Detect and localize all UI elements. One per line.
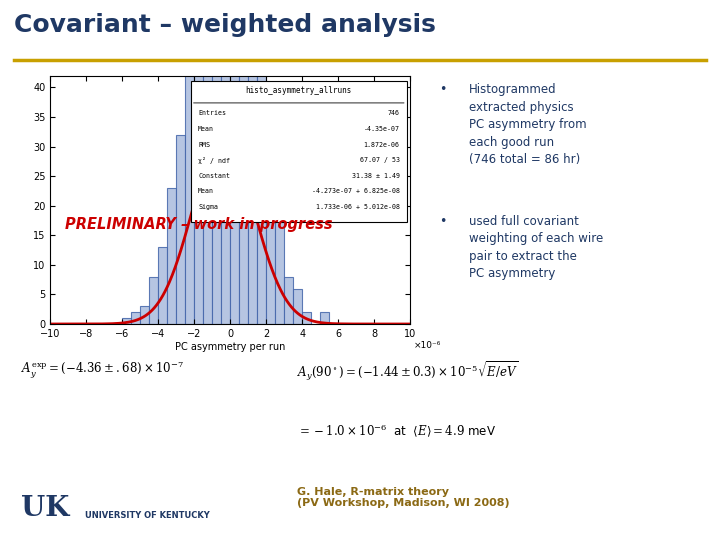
Bar [158,247,167,324]
Bar [294,288,302,324]
Bar [302,312,311,324]
Bar [122,318,132,324]
Text: χ² / ndf: χ² / ndf [198,157,230,164]
X-axis label: PC asymmetry per run: PC asymmetry per run [175,342,286,352]
Bar [258,40,266,324]
Text: 67.07 / 53: 67.07 / 53 [359,157,400,163]
Text: Sigma: Sigma [198,204,218,210]
Text: Constant: Constant [198,173,230,179]
Bar [275,212,284,324]
Bar [239,0,248,324]
Bar [222,0,230,324]
FancyBboxPatch shape [191,80,407,222]
Text: -4.273e-07 + 6.825e-08: -4.273e-07 + 6.825e-08 [312,188,400,194]
Text: used full covariant
weighting of each wire
pair to extract the
PC asymmetry: used full covariant weighting of each wi… [469,215,603,280]
Text: Entries: Entries [198,110,226,117]
Text: •: • [439,215,447,228]
Bar [176,135,186,324]
Bar [266,176,275,324]
Text: histo_asymmetry_allruns: histo_asymmetry_allruns [246,85,352,94]
Text: $A_y(90^\circ)  =  (-1.44 \pm 0.3) \times 10^{-5}\sqrt{E/eV}$: $A_y(90^\circ) = (-1.44 \pm 0.3) \times … [297,360,518,383]
Bar [150,276,158,324]
Text: G. Hale, R-matrix theory
(PV Workshop, Madison, WI 2008): G. Hale, R-matrix theory (PV Workshop, M… [297,487,509,508]
Bar [230,0,239,324]
Text: 31.38 ± 1.49: 31.38 ± 1.49 [351,173,400,179]
Text: 746: 746 [387,110,400,117]
Text: 1.872e-06: 1.872e-06 [364,141,400,147]
Bar [140,306,150,324]
Bar [212,0,222,324]
Text: PRELIMINARY – work in progress: PRELIMINARY – work in progress [65,217,333,232]
Bar [284,276,294,324]
Bar [194,0,204,324]
Text: -4.35e-07: -4.35e-07 [364,126,400,132]
Bar [167,188,176,324]
Text: Covariant – weighted analysis: Covariant – weighted analysis [14,13,436,37]
Bar [132,312,140,324]
Text: RMS: RMS [198,141,210,147]
Text: $= -1.0 \times 10^{-6}$  at  $\langle E \rangle = 4.9$ meV: $= -1.0 \times 10^{-6}$ at $\langle E \r… [297,423,495,440]
Text: •: • [439,83,447,96]
Text: ×10⁻⁶: ×10⁻⁶ [414,341,441,350]
Text: 1.733e-06 + 5.012e-08: 1.733e-06 + 5.012e-08 [315,204,400,210]
Text: Histogrammed
extracted physics
PC asymmetry from
each good run
(746 total = 86 h: Histogrammed extracted physics PC asymme… [469,83,587,166]
Text: $A_y^{\mathrm{exp}} = (-4.36 \pm .68) \times 10^{-7}$: $A_y^{\mathrm{exp}} = (-4.36 \pm .68) \t… [22,360,184,381]
Bar [186,0,194,324]
Bar [320,312,329,324]
Text: UK: UK [22,495,70,522]
Text: UNIVERSITY OF KENTUCKY: UNIVERSITY OF KENTUCKY [85,511,210,520]
Text: Mean: Mean [198,188,214,194]
Text: Mean: Mean [198,126,214,132]
Bar [248,34,258,324]
Bar [204,0,212,324]
